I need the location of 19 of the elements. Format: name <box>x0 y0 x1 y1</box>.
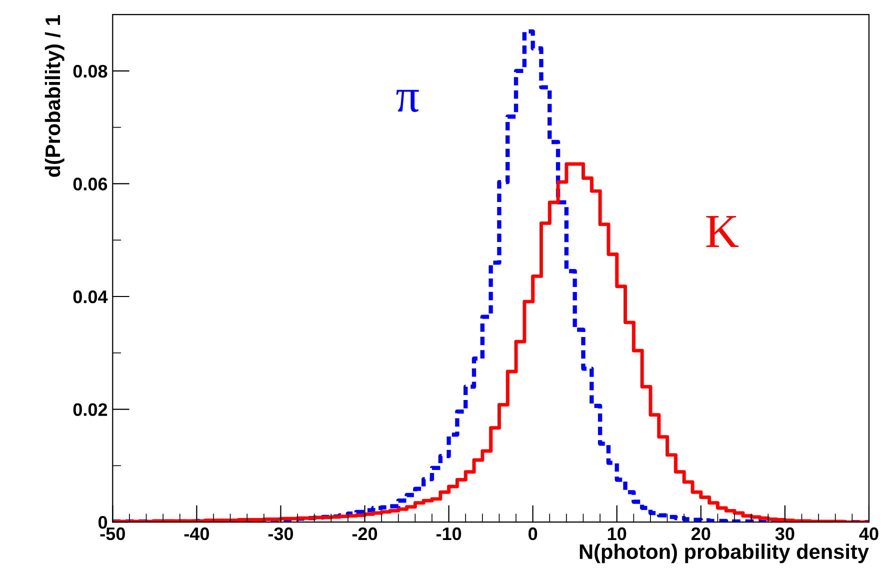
series-label: π <box>396 90 419 112</box>
x-tick-label: 40 <box>859 527 878 540</box>
x-tick-label: 30 <box>775 527 794 540</box>
x-tick-label: 0 <box>528 527 538 540</box>
x-tick-label: -30 <box>268 527 294 540</box>
x-tick-label: -20 <box>352 527 378 540</box>
series-label: K <box>706 216 738 247</box>
x-axis-title: N(photon) probability density <box>580 544 869 564</box>
x-tick-label: -10 <box>436 527 462 540</box>
x-tick-label: 20 <box>691 527 710 540</box>
y-tick-label: 0.08 <box>73 64 108 78</box>
y-tick-label: 0.02 <box>73 403 108 416</box>
y-tick-label: 0 <box>98 516 108 529</box>
x-tick-label: -40 <box>184 527 209 540</box>
y-axis-title: d(Probability) / 1 <box>44 15 64 177</box>
y-tick-label: 0.04 <box>73 290 108 304</box>
x-tick-label: 10 <box>608 527 626 540</box>
x-tick-label: -50 <box>100 527 125 540</box>
y-tick-label: 0.06 <box>73 178 108 190</box>
